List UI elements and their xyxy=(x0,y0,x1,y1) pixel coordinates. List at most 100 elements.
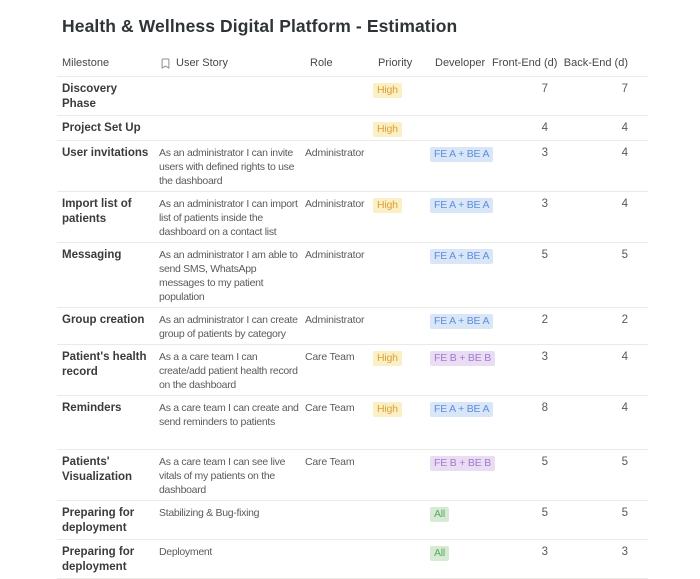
milestone-cell[interactable]: Discovery Phase xyxy=(62,83,117,110)
table-row[interactable]: Patient's health record As a a care team… xyxy=(57,345,648,396)
milestone-cell[interactable]: Preparing for deployment xyxy=(62,507,135,534)
developer-badge[interactable]: All xyxy=(430,546,450,561)
milestone-cell[interactable]: Reminders xyxy=(62,402,122,414)
developer-cell[interactable]: All xyxy=(430,506,492,522)
milestone-cell[interactable]: Import list of patients xyxy=(62,198,132,225)
backend-days-cell[interactable]: 4 xyxy=(621,351,628,363)
user-story-cell[interactable]: As an administrator I can create group o… xyxy=(159,314,298,340)
user-story-cell[interactable]: As an administrator I can invite users w… xyxy=(159,147,295,187)
estimation-table: Milestone User Story Role Priority Devel… xyxy=(57,50,648,579)
user-story-cell[interactable]: Deployment xyxy=(159,546,213,558)
role-cell[interactable]: Care Team xyxy=(305,351,355,363)
column-header-front-end[interactable]: Front-End (d) xyxy=(492,57,558,69)
column-header-user-story[interactable]: User Story xyxy=(159,57,305,69)
table-row[interactable]: Messaging As an administrator I am able … xyxy=(57,243,648,308)
developer-badge[interactable]: FE A + BE A xyxy=(430,198,494,213)
table-row[interactable]: Discovery Phase High 7 7 xyxy=(57,77,648,116)
frontend-days-cell[interactable]: 5 xyxy=(541,456,548,468)
table-row[interactable]: User invitations As an administrator I c… xyxy=(57,141,648,192)
column-header-back-end[interactable]: Back-End (d) xyxy=(563,57,628,69)
developer-badge[interactable]: All xyxy=(430,507,450,522)
user-story-cell[interactable]: As a care team I can see live vitals of … xyxy=(159,456,286,496)
user-story-cell[interactable]: As an administrator I can import list of… xyxy=(159,198,298,238)
backend-days-cell[interactable]: 4 xyxy=(621,198,628,210)
milestone-cell[interactable]: Project Set Up xyxy=(62,122,141,134)
developer-badge[interactable]: FE A + BE A xyxy=(430,402,494,417)
backend-days-cell[interactable]: 4 xyxy=(621,147,628,159)
role-cell[interactable]: Administrator xyxy=(305,198,365,210)
table-rows: Discovery Phase High 7 7 Project Set Up … xyxy=(57,77,648,579)
priority-cell[interactable]: High xyxy=(373,401,430,417)
frontend-days-cell[interactable]: 5 xyxy=(541,507,548,519)
milestone-cell[interactable]: Messaging xyxy=(62,249,122,261)
priority-cell[interactable]: High xyxy=(373,82,430,98)
priority-badge[interactable]: High xyxy=(373,402,402,417)
backend-days-cell[interactable]: 5 xyxy=(621,456,628,468)
frontend-days-cell[interactable]: 3 xyxy=(541,147,548,159)
column-header-developer[interactable]: Developer xyxy=(435,57,486,69)
developer-cell[interactable]: FE B + BE B xyxy=(430,350,496,366)
column-header-priority[interactable]: Priority xyxy=(378,57,413,69)
user-story-cell[interactable]: As a a care team I can create/add patien… xyxy=(159,351,298,391)
table-row[interactable]: Import list of patients As an administra… xyxy=(57,192,648,243)
frontend-days-cell[interactable]: 4 xyxy=(541,122,548,134)
backend-days-cell[interactable]: 2 xyxy=(621,314,628,326)
role-cell[interactable]: Care Team xyxy=(305,402,355,414)
role-cell[interactable]: Administrator xyxy=(305,147,365,159)
backend-days-cell[interactable]: 5 xyxy=(621,249,628,261)
developer-badge[interactable]: FE B + BE B xyxy=(430,351,496,366)
table-row[interactable]: Preparing for deployment Deployment All … xyxy=(57,540,648,579)
milestone-cell[interactable]: Patients' Visualization xyxy=(62,456,133,483)
table-header-row: Milestone User Story Role Priority Devel… xyxy=(57,50,648,77)
table-row[interactable]: Reminders As a care team I can create an… xyxy=(57,396,648,450)
table-row[interactable]: Project Set Up High 4 4 xyxy=(57,116,648,141)
milestone-cell[interactable]: Patient's health record xyxy=(62,351,147,378)
user-story-cell[interactable]: Stabilizing & Bug-fixing xyxy=(159,507,260,519)
developer-cell[interactable]: FE A + BE A xyxy=(430,197,494,213)
column-header-milestone[interactable]: Milestone xyxy=(62,57,110,69)
milestone-cell[interactable]: Group creation xyxy=(62,314,145,326)
priority-badge[interactable]: High xyxy=(373,198,402,213)
user-story-cell[interactable]: As a care team I can create and send rem… xyxy=(159,402,299,428)
developer-badge[interactable]: FE B + BE B xyxy=(430,456,496,471)
developer-badge[interactable]: FE A + BE A xyxy=(430,314,494,329)
frontend-days-cell[interactable]: 5 xyxy=(541,249,548,261)
backend-days-cell[interactable]: 4 xyxy=(621,122,628,134)
developer-cell[interactable]: FE A + BE A xyxy=(430,401,494,417)
frontend-days-cell[interactable]: 8 xyxy=(541,402,548,414)
developer-cell[interactable]: FE A + BE A xyxy=(430,248,494,264)
priority-badge[interactable]: High xyxy=(373,83,402,98)
table-row[interactable]: Group creation As an administrator I can… xyxy=(57,308,648,345)
frontend-days-cell[interactable]: 3 xyxy=(541,198,548,210)
priority-cell[interactable]: High xyxy=(373,350,430,366)
developer-cell[interactable]: FE B + BE B xyxy=(430,455,496,471)
developer-badge[interactable]: FE A + BE A xyxy=(430,147,494,162)
table-row[interactable]: Patients' Visualization As a care team I… xyxy=(57,450,648,501)
frontend-days-cell[interactable]: 7 xyxy=(541,83,548,95)
milestone-cell[interactable]: Preparing for deployment xyxy=(62,546,135,573)
role-cell[interactable]: Administrator xyxy=(305,314,365,326)
backend-days-cell[interactable]: 3 xyxy=(621,546,628,558)
frontend-days-cell[interactable]: 3 xyxy=(541,546,548,558)
developer-cell[interactable]: FE A + BE A xyxy=(430,313,494,329)
column-header-user-story-label: User Story xyxy=(176,57,228,69)
frontend-days-cell[interactable]: 2 xyxy=(541,314,548,326)
column-header-role[interactable]: Role xyxy=(310,57,333,69)
developer-cell[interactable]: FE A + BE A xyxy=(430,146,494,162)
frontend-days-cell[interactable]: 3 xyxy=(541,351,548,363)
backend-days-cell[interactable]: 5 xyxy=(621,507,628,519)
role-cell[interactable]: Care Team xyxy=(305,456,355,468)
priority-badge[interactable]: High xyxy=(373,122,402,137)
page-title: Health & Wellness Digital Platform - Est… xyxy=(62,16,458,36)
backend-days-cell[interactable]: 7 xyxy=(621,83,628,95)
priority-cell[interactable]: High xyxy=(373,197,430,213)
priority-cell[interactable]: High xyxy=(373,121,430,137)
backend-days-cell[interactable]: 4 xyxy=(621,402,628,414)
developer-badge[interactable]: FE A + BE A xyxy=(430,249,494,264)
priority-badge[interactable]: High xyxy=(373,351,402,366)
user-story-cell[interactable]: As an administrator I am able to send SM… xyxy=(159,249,298,303)
milestone-cell[interactable]: User invitations xyxy=(62,147,149,159)
developer-cell[interactable]: All xyxy=(430,545,492,561)
role-cell[interactable]: Administrator xyxy=(305,249,365,261)
